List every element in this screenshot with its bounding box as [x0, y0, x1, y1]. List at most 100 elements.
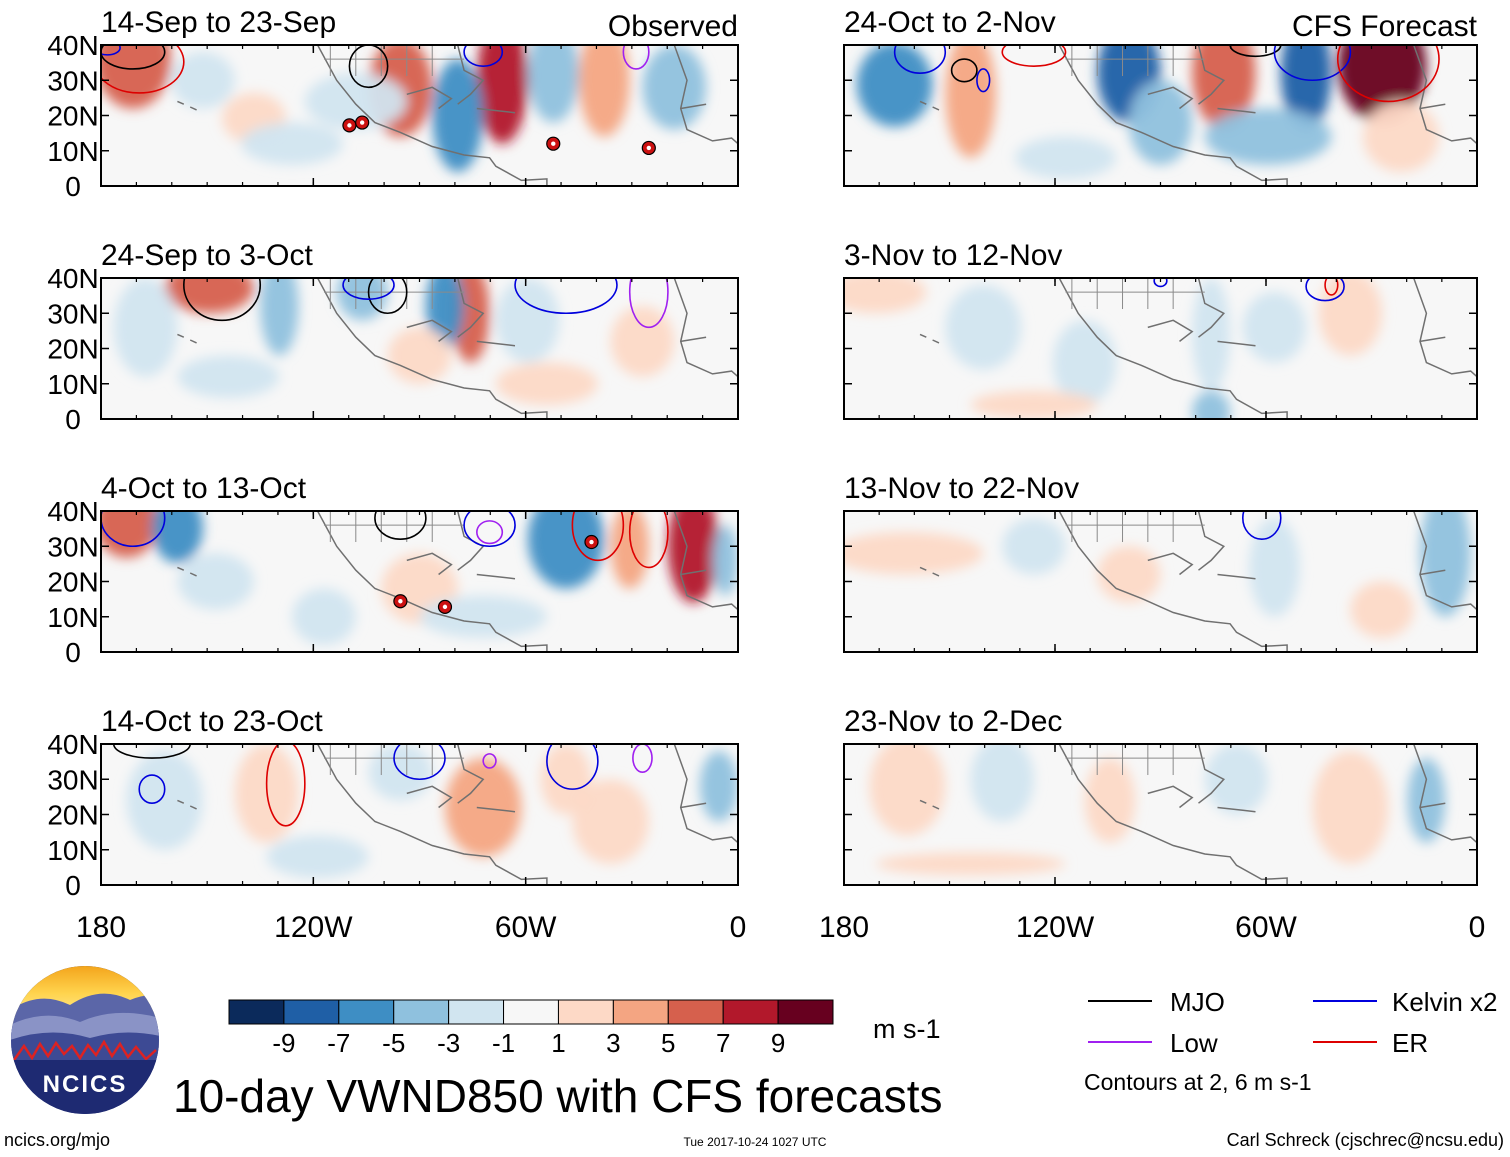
contour-line: [476, 520, 504, 545]
anomaly-blob: [1204, 744, 1269, 815]
footer-credit: Carl Schreck (cjschrec@ncsu.edu): [1227, 1130, 1504, 1150]
storm-icon: [437, 599, 453, 614]
panel-forecast-1: 24-Oct to 2-Nov CFS Forecast: [843, 6, 1478, 187]
anomaly-blob: [1363, 101, 1440, 172]
contour-line: [342, 278, 395, 300]
anomaly-blob: [177, 553, 254, 610]
x-tick-label: 60W: [1235, 911, 1297, 944]
x-tick-label: 180: [76, 911, 126, 944]
wave-contours: [101, 45, 650, 94]
vwnd-field: [101, 45, 707, 172]
anomaly-blob: [970, 744, 1034, 822]
colorbar-segment: [338, 999, 395, 1025]
contour-line: [1001, 45, 1067, 67]
wave-contours: [1153, 278, 1345, 302]
anomaly-blob: [101, 511, 159, 558]
footer-timestamp: Tue 2017-10-24 1027 UTC: [684, 1135, 827, 1149]
colorbar-segment: [283, 999, 340, 1025]
anomaly-blob: [387, 327, 452, 384]
x-tick-label: 120W: [1016, 911, 1095, 944]
anomaly-blob: [540, 744, 592, 815]
colorbar-segment: [557, 999, 614, 1025]
storm-icon: [641, 140, 656, 156]
anomaly-blob: [1420, 511, 1471, 617]
contour-line: [1241, 511, 1282, 540]
anomaly-blob: [1242, 292, 1307, 363]
x-tick-label: 0: [1469, 911, 1486, 944]
contour-line: [571, 511, 625, 562]
anomaly-blob: [1280, 45, 1332, 130]
y-tick-label: 10N: [47, 369, 98, 400]
legend-label-kelvin: Kelvin x2: [1392, 987, 1498, 1017]
contour-line: [546, 744, 599, 790]
anomaly-blob: [1128, 80, 1193, 165]
contour-line: [348, 45, 389, 89]
y-tick-label: 20N: [47, 800, 98, 831]
anomaly-blob: [1014, 136, 1117, 179]
colorbar-tick-label: -9: [272, 1028, 295, 1058]
colorbar-segment: [393, 999, 450, 1025]
anomaly-blob: [844, 532, 984, 575]
ncics-logo: NCICS: [11, 966, 159, 1114]
panel-period-label: 14-Sep to 23-Sep: [101, 6, 336, 39]
contour-line: [632, 744, 653, 773]
anomaly-blob: [495, 278, 560, 363]
contour-line: [367, 278, 408, 315]
anomaly-blob: [419, 595, 547, 638]
anomaly-blob: [712, 525, 738, 596]
anomaly-blob: [292, 588, 356, 645]
column-heading: Observed: [608, 10, 738, 43]
panel-observed-2: 40N 30N 20N 10N 0 24-Sep to 3-Oct: [47, 239, 739, 435]
anomaly-blob: [1052, 320, 1117, 405]
anomaly-blob: [869, 744, 946, 836]
anomaly-blob: [241, 122, 344, 165]
anomaly-blob: [642, 45, 707, 130]
contour-line: [893, 45, 947, 74]
contour-line: [514, 278, 618, 315]
legend-label-er: ER: [1392, 1028, 1428, 1058]
y-tick-label: 40N: [47, 729, 98, 760]
legend-label-mjo: MJO: [1170, 987, 1225, 1017]
colorbar-units: m s-1: [873, 1014, 941, 1044]
wave-contours: [183, 278, 669, 329]
anomaly-blob: [970, 390, 1098, 419]
y-tick-label: 20N: [47, 101, 98, 132]
panel-forecast-2: 3-Nov to 12-Nov: [843, 239, 1478, 420]
anomaly-blob: [304, 73, 407, 130]
anomaly-blob: [527, 45, 579, 123]
column-heading: CFS Forecast: [1292, 10, 1478, 43]
anomaly-blob: [610, 511, 649, 589]
contour-line: [482, 753, 497, 769]
y-tick-label: 20N: [47, 567, 98, 598]
anomaly-blob: [432, 59, 484, 172]
x-tick-label: 120W: [274, 911, 353, 944]
contour-line: [138, 774, 166, 805]
legend-label-low: Low: [1170, 1028, 1218, 1058]
wave-contours: [101, 511, 669, 569]
coastlines: [919, 45, 1477, 186]
contour-line: [976, 68, 991, 93]
panel-period-label: 3-Nov to 12-Nov: [844, 239, 1062, 272]
anomaly-blob: [1192, 45, 1256, 130]
panel-period-label: 24-Sep to 3-Oct: [101, 239, 313, 272]
vwnd-field: [844, 278, 1383, 419]
y-tick-label: 0: [65, 637, 81, 668]
colorbar-tick-label: -1: [492, 1028, 515, 1058]
contour-line: [1153, 278, 1168, 288]
contour-line: [101, 45, 185, 94]
colorbar-segment: [612, 999, 669, 1025]
anomaly-blob: [527, 511, 605, 589]
colorbar-tick-label: 1: [551, 1028, 565, 1058]
anomaly-blob: [425, 278, 465, 349]
contour-line: [1324, 278, 1339, 296]
panel-forecast-4: 23-Nov to 2-Dec 180 120W 60W 0: [819, 705, 1485, 944]
colorbar-tick-label: 9: [771, 1028, 785, 1058]
panel-observed-3: 40N 30N 20N 10N 0 4-Oct to 13-Oct: [47, 472, 739, 668]
y-tick-label: 30N: [47, 65, 98, 96]
colorbar-segment: [503, 999, 559, 1025]
y-tick-label: 40N: [47, 496, 98, 527]
contour-line: [1273, 45, 1352, 82]
contour-line: [1336, 45, 1440, 103]
y-tick-label: 10N: [47, 835, 98, 866]
y-tick-label: 40N: [47, 30, 98, 61]
